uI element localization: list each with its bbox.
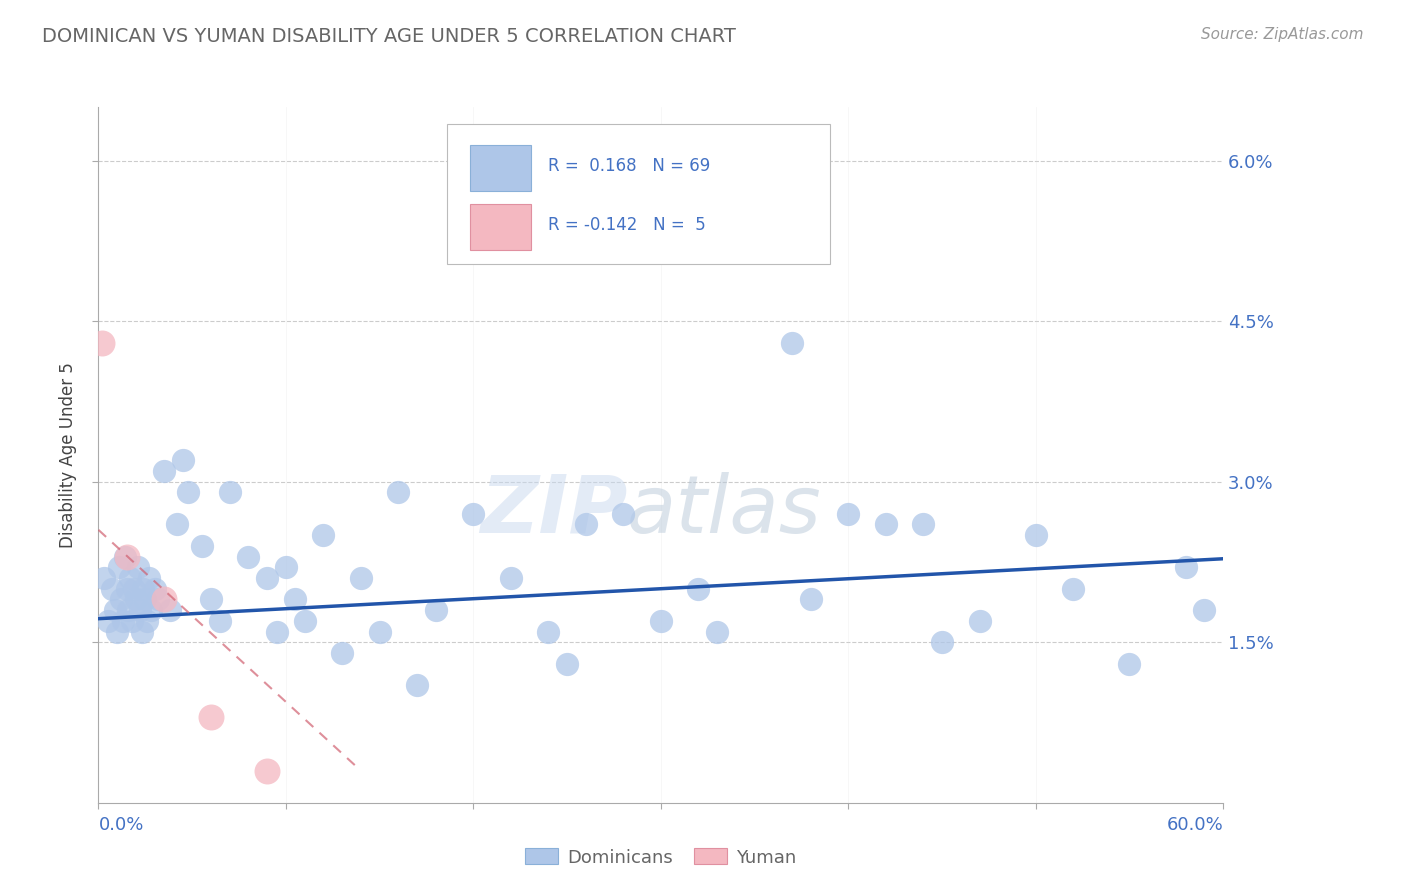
Point [537, 624, 560, 639]
Point [128, 603, 150, 617]
Point [172, 453, 194, 467]
Point [143, 582, 166, 596]
Point [115, 582, 138, 596]
Point [650, 614, 672, 628]
Text: R = -0.142   N =  5: R = -0.142 N = 5 [548, 217, 706, 235]
Point [117, 603, 139, 617]
Point [575, 517, 598, 532]
Point [127, 560, 149, 574]
Point [499, 571, 522, 585]
Point [463, 507, 485, 521]
Point [114, 549, 136, 564]
Point [1025, 528, 1047, 542]
Point [744, 218, 766, 232]
Point [706, 624, 728, 639]
Point [100, 582, 122, 596]
FancyBboxPatch shape [447, 124, 830, 263]
Text: 0.0%: 0.0% [98, 816, 143, 834]
Point [93, 571, 115, 585]
Point [166, 517, 188, 532]
Text: Source: ZipAtlas.com: Source: ZipAtlas.com [1201, 27, 1364, 42]
Point [120, 571, 142, 585]
Y-axis label: Disability Age Under 5: Disability Age Under 5 [59, 362, 77, 548]
Point [266, 624, 288, 639]
Point [138, 571, 160, 585]
Text: ZIP: ZIP [479, 472, 627, 549]
Text: R =  0.168   N = 69: R = 0.168 N = 69 [548, 157, 710, 175]
Point [780, 335, 803, 350]
Legend: Dominicans, Yuman: Dominicans, Yuman [519, 841, 803, 874]
FancyBboxPatch shape [470, 204, 531, 250]
Point [159, 603, 181, 617]
Point [555, 657, 578, 671]
Point [969, 614, 991, 628]
Point [350, 571, 373, 585]
Point [284, 592, 307, 607]
Point [875, 517, 897, 532]
Point [1062, 582, 1084, 596]
Point [274, 560, 297, 574]
Point [931, 635, 953, 649]
Point [200, 592, 222, 607]
Point [1118, 657, 1140, 671]
Point [612, 507, 634, 521]
Point [91, 335, 114, 350]
Point [125, 592, 148, 607]
Point [200, 710, 222, 724]
Point [108, 560, 131, 574]
Point [312, 528, 335, 542]
Point [256, 764, 278, 778]
Point [1174, 560, 1197, 574]
Point [294, 614, 316, 628]
Point [111, 614, 134, 628]
Point [153, 464, 176, 478]
Point [190, 539, 212, 553]
Point [368, 624, 391, 639]
Point [177, 485, 200, 500]
Point [97, 614, 120, 628]
Point [688, 582, 710, 596]
Point [330, 646, 353, 660]
Point [406, 678, 429, 692]
FancyBboxPatch shape [470, 145, 531, 191]
Point [122, 582, 145, 596]
Point [121, 614, 143, 628]
Text: DOMINICAN VS YUMAN DISABILITY AGE UNDER 5 CORRELATION CHART: DOMINICAN VS YUMAN DISABILITY AGE UNDER … [42, 27, 737, 45]
Point [134, 592, 156, 607]
Point [115, 549, 138, 564]
Point [209, 614, 232, 628]
Point [256, 571, 278, 585]
Point [153, 592, 176, 607]
Text: atlas: atlas [627, 472, 823, 549]
Text: 60.0%: 60.0% [1167, 816, 1223, 834]
Point [800, 592, 823, 607]
Point [425, 603, 447, 617]
Point [148, 592, 170, 607]
Point [131, 624, 153, 639]
Point [837, 507, 859, 521]
Point [104, 603, 127, 617]
Point [912, 517, 935, 532]
Point [218, 485, 240, 500]
Point [139, 603, 162, 617]
Point [238, 549, 260, 564]
Point [110, 592, 132, 607]
Point [105, 624, 128, 639]
Point [1194, 603, 1216, 617]
Point [132, 582, 155, 596]
Point [387, 485, 409, 500]
Point [136, 614, 159, 628]
